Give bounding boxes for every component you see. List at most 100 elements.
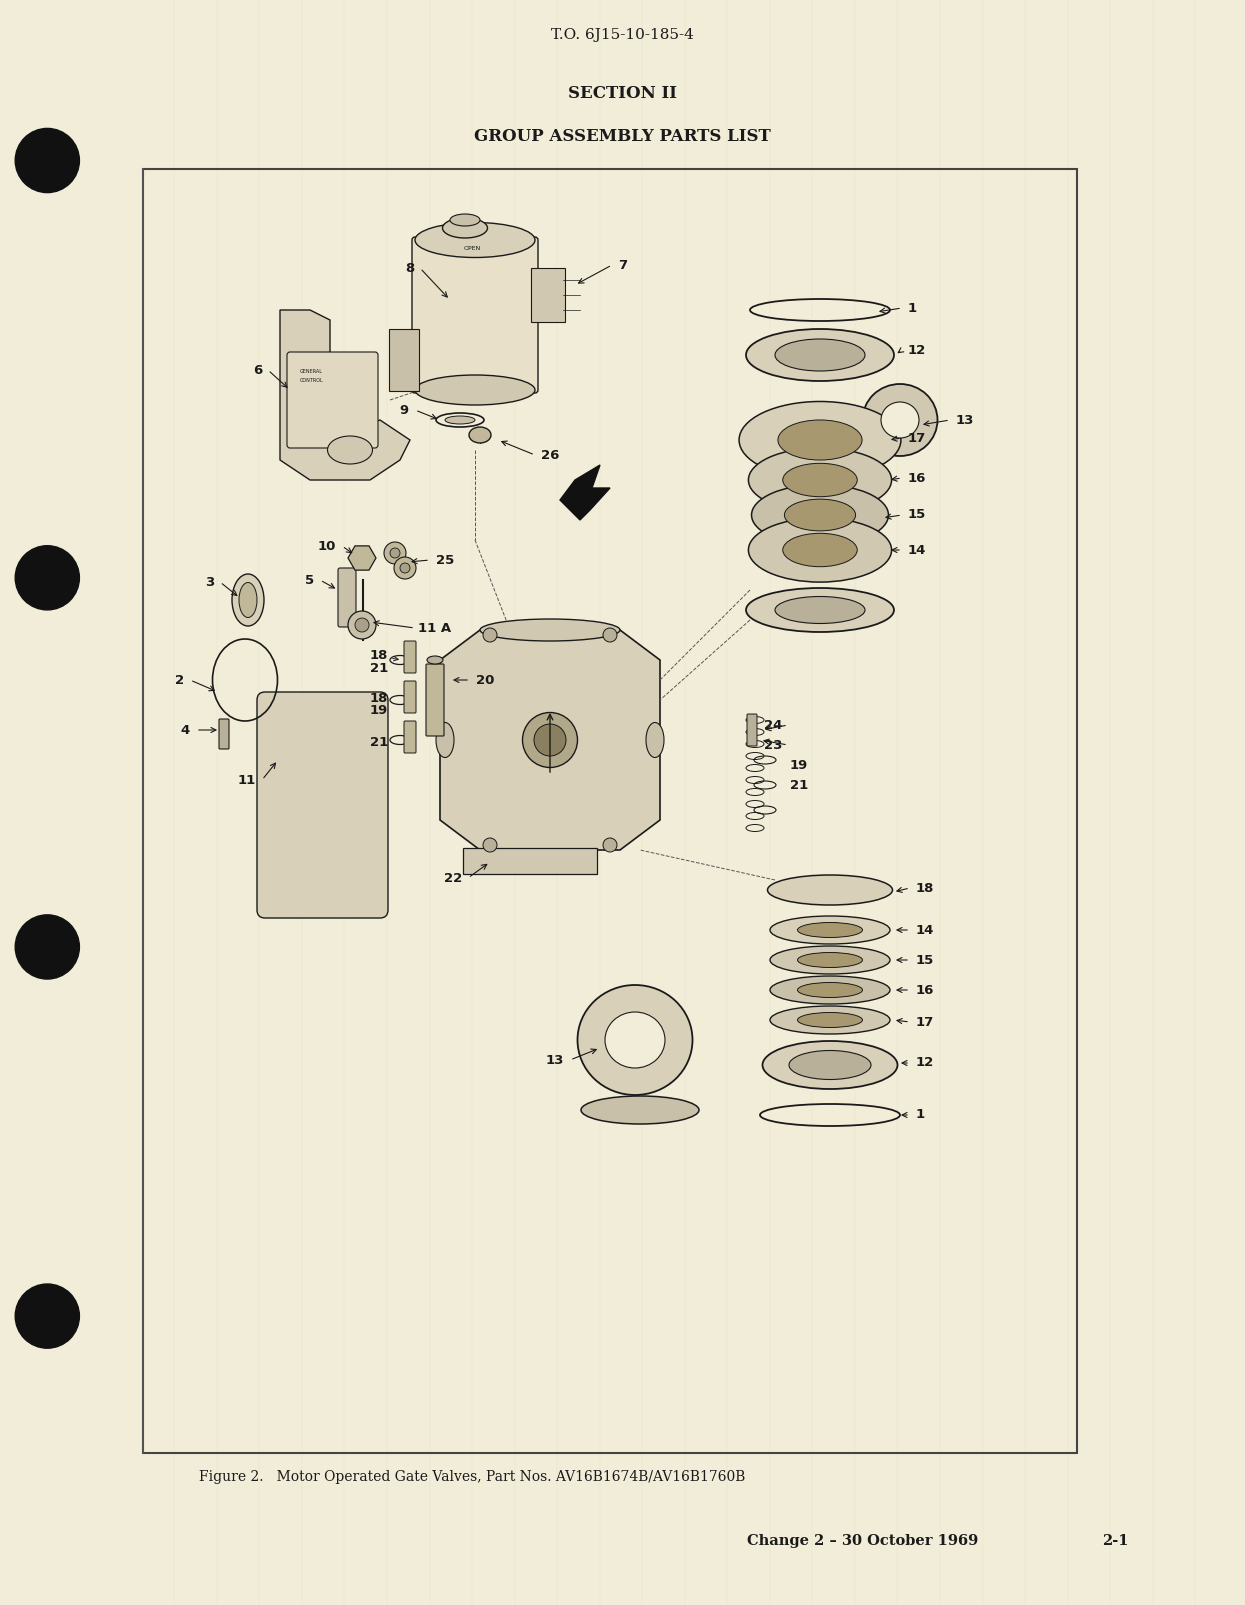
Circle shape — [15, 915, 80, 979]
Text: 24: 24 — [763, 719, 782, 732]
Text: 12: 12 — [916, 1056, 934, 1069]
Text: 1: 1 — [916, 1109, 925, 1122]
FancyBboxPatch shape — [403, 640, 416, 672]
Ellipse shape — [863, 384, 937, 456]
Ellipse shape — [581, 1096, 698, 1124]
Ellipse shape — [740, 401, 901, 478]
Ellipse shape — [762, 1042, 898, 1090]
Ellipse shape — [783, 533, 858, 567]
Text: 6: 6 — [253, 363, 261, 377]
FancyBboxPatch shape — [403, 721, 416, 753]
Text: 2: 2 — [174, 674, 184, 687]
Text: 11: 11 — [238, 774, 256, 786]
FancyBboxPatch shape — [288, 351, 378, 448]
Circle shape — [383, 542, 406, 563]
Text: GROUP ASSEMBLY PARTS LIST: GROUP ASSEMBLY PARTS LIST — [474, 128, 771, 144]
Ellipse shape — [481, 620, 620, 640]
Text: 2-1: 2-1 — [1102, 1534, 1128, 1547]
Circle shape — [349, 612, 376, 639]
Ellipse shape — [881, 401, 919, 438]
Polygon shape — [439, 631, 660, 851]
Ellipse shape — [769, 976, 890, 1005]
Bar — [143, 169, 1077, 1453]
Text: 18: 18 — [370, 648, 388, 661]
Text: 15: 15 — [908, 509, 926, 522]
Ellipse shape — [774, 597, 865, 623]
Ellipse shape — [769, 916, 890, 944]
Circle shape — [603, 838, 618, 852]
Polygon shape — [280, 310, 410, 480]
Ellipse shape — [774, 339, 865, 371]
Ellipse shape — [469, 427, 491, 443]
FancyBboxPatch shape — [219, 719, 229, 750]
Text: Figure 2.   Motor Operated Gate Valves, Part Nos. AV16B1674B/AV16B1760B: Figure 2. Motor Operated Gate Valves, Pa… — [199, 1470, 746, 1483]
Text: 10: 10 — [317, 539, 336, 552]
Text: 15: 15 — [916, 953, 934, 966]
Circle shape — [390, 547, 400, 559]
Ellipse shape — [239, 583, 256, 618]
Ellipse shape — [798, 923, 863, 937]
Ellipse shape — [327, 437, 372, 464]
Text: 16: 16 — [908, 472, 926, 485]
Text: 17: 17 — [916, 1016, 934, 1029]
Text: Change 2 – 30 October 1969: Change 2 – 30 October 1969 — [747, 1534, 979, 1547]
Ellipse shape — [605, 1013, 665, 1067]
Circle shape — [15, 128, 80, 193]
Ellipse shape — [784, 499, 855, 531]
Text: 5: 5 — [305, 573, 314, 586]
Text: 3: 3 — [204, 576, 214, 589]
Text: SECTION II: SECTION II — [568, 85, 677, 101]
Circle shape — [483, 838, 497, 852]
Text: GENERAL: GENERAL — [300, 369, 322, 374]
Text: OPEN: OPEN — [463, 246, 481, 250]
Ellipse shape — [578, 985, 692, 1095]
Text: 19: 19 — [791, 759, 808, 772]
Ellipse shape — [449, 213, 481, 226]
FancyBboxPatch shape — [256, 692, 388, 918]
Ellipse shape — [798, 952, 863, 968]
Ellipse shape — [798, 982, 863, 997]
Text: 12: 12 — [908, 343, 926, 356]
FancyBboxPatch shape — [463, 847, 598, 875]
Text: 13: 13 — [956, 414, 975, 427]
FancyBboxPatch shape — [747, 714, 757, 746]
Text: 14: 14 — [908, 544, 926, 557]
Text: 1: 1 — [908, 302, 918, 315]
Text: 16: 16 — [916, 984, 935, 997]
Text: 21: 21 — [791, 778, 808, 791]
Circle shape — [355, 618, 369, 632]
Polygon shape — [560, 465, 610, 520]
Text: 4: 4 — [181, 724, 190, 737]
Ellipse shape — [752, 485, 889, 546]
Ellipse shape — [232, 575, 264, 626]
Ellipse shape — [415, 376, 535, 404]
Circle shape — [400, 563, 410, 573]
Text: 17: 17 — [908, 432, 926, 445]
Ellipse shape — [746, 329, 894, 380]
Text: 20: 20 — [476, 674, 494, 687]
FancyBboxPatch shape — [532, 268, 565, 323]
Text: 8: 8 — [405, 262, 415, 274]
FancyBboxPatch shape — [426, 664, 444, 737]
Circle shape — [603, 628, 618, 642]
Text: 21: 21 — [370, 735, 388, 748]
Circle shape — [15, 1284, 80, 1348]
Circle shape — [15, 546, 80, 610]
Circle shape — [393, 557, 416, 579]
Ellipse shape — [444, 416, 476, 424]
Ellipse shape — [769, 945, 890, 974]
Ellipse shape — [427, 656, 443, 664]
Text: 18: 18 — [370, 692, 388, 705]
FancyBboxPatch shape — [388, 329, 420, 392]
Ellipse shape — [789, 1051, 872, 1080]
Ellipse shape — [748, 448, 891, 512]
Circle shape — [483, 628, 497, 642]
Text: 22: 22 — [443, 872, 462, 884]
FancyBboxPatch shape — [337, 568, 356, 628]
Text: 18: 18 — [916, 881, 935, 894]
FancyBboxPatch shape — [403, 681, 416, 713]
Ellipse shape — [769, 1006, 890, 1034]
Ellipse shape — [748, 518, 891, 583]
Text: 21: 21 — [370, 661, 388, 674]
Ellipse shape — [783, 464, 858, 496]
